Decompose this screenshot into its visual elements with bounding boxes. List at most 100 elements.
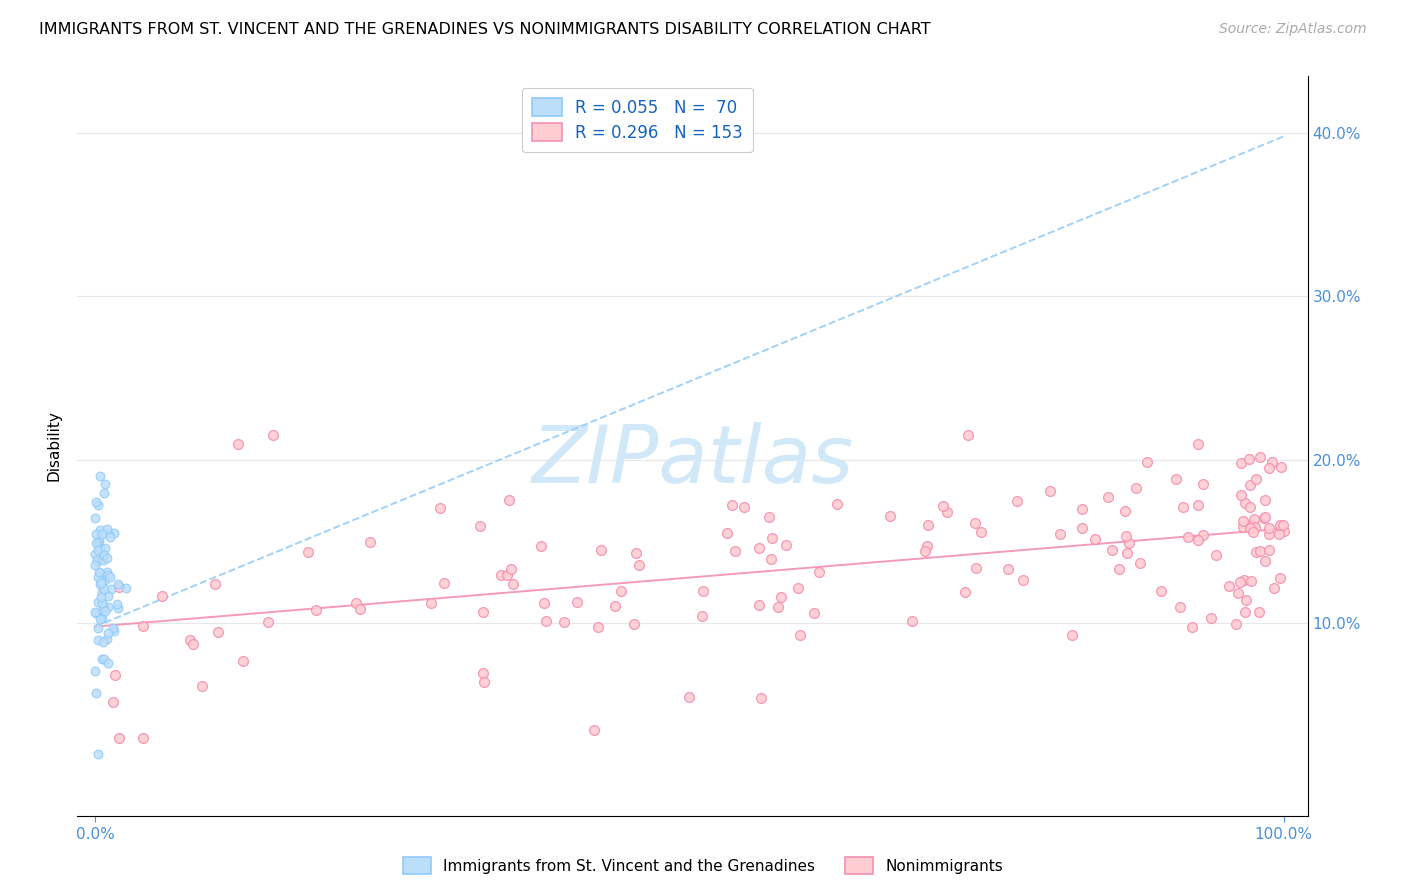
- Point: [807, 565, 830, 579]
- Point: [1261, 455, 1284, 469]
- Point: [1241, 524, 1264, 539]
- Point: [1249, 450, 1271, 465]
- Point: [93, 548, 115, 562]
- Point: [935, 506, 957, 520]
- Point: [965, 561, 987, 575]
- Point: [132, 618, 155, 632]
- Point: [84, 558, 107, 573]
- Point: [93, 599, 115, 614]
- Legend: Immigrants from St. Vincent and the Grenadines, Nonimmigrants: Immigrants from St. Vincent and the Gren…: [396, 851, 1010, 880]
- Point: [1118, 535, 1140, 549]
- Point: [623, 617, 645, 632]
- Point: [108, 731, 131, 745]
- Point: [1005, 494, 1028, 508]
- Point: [84, 547, 107, 561]
- Point: [87, 569, 110, 583]
- Point: [89, 577, 111, 591]
- Point: [956, 428, 979, 442]
- Point: [97, 625, 120, 640]
- Point: [107, 601, 129, 615]
- Point: [257, 615, 280, 630]
- Point: [262, 428, 284, 442]
- Point: [97, 568, 120, 582]
- Point: [1199, 610, 1222, 624]
- Point: [87, 533, 110, 548]
- Point: [97, 589, 120, 603]
- Point: [1254, 493, 1277, 508]
- Point: [915, 539, 938, 553]
- Point: [1115, 529, 1137, 543]
- Point: [626, 546, 648, 560]
- Point: [84, 606, 107, 620]
- Point: [471, 665, 494, 680]
- Point: [1049, 527, 1071, 541]
- Point: [1084, 533, 1107, 547]
- Point: [359, 535, 381, 549]
- Point: [1253, 554, 1275, 568]
- Point: [101, 695, 124, 709]
- Point: [1230, 488, 1253, 502]
- Point: [419, 596, 441, 610]
- Point: [1257, 526, 1279, 541]
- Point: [627, 558, 650, 572]
- Point: [84, 605, 107, 619]
- Point: [90, 574, 112, 588]
- Point: [589, 542, 612, 557]
- Point: [553, 615, 575, 629]
- Point: [970, 525, 993, 540]
- Point: [470, 519, 492, 533]
- Point: [1239, 500, 1261, 514]
- Point: [1125, 481, 1147, 495]
- Point: [91, 603, 114, 617]
- Point: [1012, 573, 1035, 587]
- Point: [98, 570, 121, 584]
- Point: [724, 543, 747, 558]
- Point: [94, 477, 117, 491]
- Point: [97, 657, 120, 671]
- Point: [91, 652, 114, 666]
- Point: [472, 674, 495, 689]
- Point: [1192, 477, 1215, 491]
- Point: [1267, 527, 1289, 541]
- Point: [181, 637, 204, 651]
- Point: [89, 531, 111, 545]
- Text: Source: ZipAtlas.com: Source: ZipAtlas.com: [1219, 22, 1367, 37]
- Point: [84, 527, 107, 541]
- Point: [761, 531, 783, 545]
- Point: [297, 545, 319, 559]
- Point: [1268, 518, 1291, 533]
- Point: [97, 525, 120, 540]
- Point: [93, 573, 115, 587]
- Point: [603, 599, 626, 613]
- Point: [429, 501, 451, 516]
- Point: [91, 553, 114, 567]
- Point: [87, 595, 110, 609]
- Point: [1187, 533, 1209, 547]
- Point: [231, 654, 253, 668]
- Point: [1232, 515, 1254, 529]
- Point: [105, 597, 128, 611]
- Point: [1234, 605, 1257, 619]
- Point: [901, 614, 924, 628]
- Point: [89, 541, 111, 556]
- Point: [1258, 542, 1281, 557]
- Point: [1205, 549, 1227, 563]
- Point: [89, 469, 111, 483]
- Point: [1233, 574, 1256, 588]
- Point: [86, 536, 108, 550]
- Point: [305, 603, 328, 617]
- Point: [610, 583, 633, 598]
- Point: [103, 624, 125, 639]
- Point: [86, 554, 108, 568]
- Point: [1191, 527, 1213, 541]
- Point: [1187, 437, 1209, 451]
- Point: [115, 581, 138, 595]
- Point: [1150, 584, 1173, 599]
- Point: [207, 624, 229, 639]
- Point: [87, 498, 110, 512]
- Point: [91, 585, 114, 599]
- Point: [86, 747, 108, 761]
- Text: ZIPatlas: ZIPatlas: [531, 422, 853, 500]
- Point: [84, 495, 107, 509]
- Point: [204, 577, 226, 591]
